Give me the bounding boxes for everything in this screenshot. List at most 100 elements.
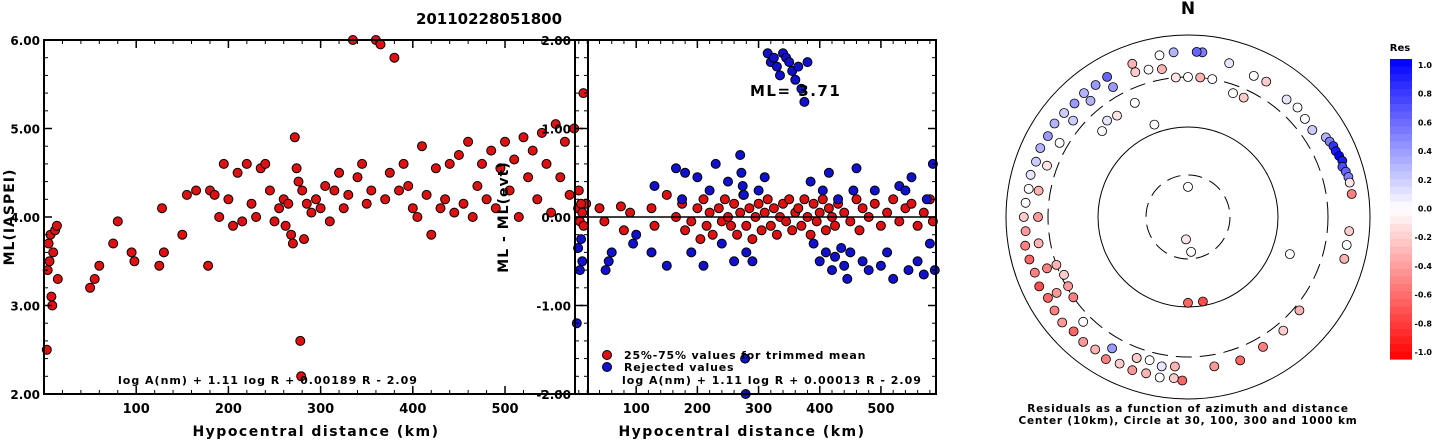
p1-point-s0 <box>126 247 137 258</box>
p2-formula: log A(nm) + 1.11 log R + 0.00013 R - 2.0… <box>622 374 922 387</box>
p1-ytick-label: 3.00 <box>10 300 40 314</box>
polar-point <box>1248 71 1259 81</box>
polar-point <box>1127 365 1138 376</box>
p1-point-s0 <box>541 158 552 169</box>
p2-point-s1 <box>833 194 844 205</box>
p2-point-s1 <box>646 247 657 258</box>
azimuth-residuals-chart: N Residuals as a function of azimuth and… <box>1005 0 1371 427</box>
p2-point-s1 <box>924 238 935 249</box>
p2-point-s0 <box>805 229 816 240</box>
p1-point-s0 <box>299 234 309 245</box>
p1-xtick-label: 500 <box>491 402 518 417</box>
p2-point-s1 <box>738 189 749 200</box>
polar-point <box>1068 292 1079 303</box>
p1-point-s0 <box>177 229 188 240</box>
colorbar-segment <box>1390 291 1412 300</box>
colorbar-segment <box>1390 321 1412 330</box>
colorbar-tick-label: -0.8 <box>1415 319 1433 328</box>
polar-point <box>1344 177 1355 188</box>
p2-point-s0 <box>854 225 865 236</box>
colorbar-segment <box>1390 126 1412 135</box>
p2-point-s1 <box>799 96 810 107</box>
polar-point <box>1235 355 1246 366</box>
p2-point-s1 <box>698 260 709 271</box>
polar-point <box>1169 373 1179 384</box>
polar-point <box>1307 125 1318 135</box>
p2-point-s0 <box>894 216 905 227</box>
p2-point-s0 <box>695 234 706 245</box>
p2-point-s0 <box>888 194 899 205</box>
p2-point-s1 <box>737 181 748 191</box>
p2-point-s1 <box>848 185 859 196</box>
p2-point-s1 <box>869 185 880 196</box>
polar-point <box>1024 254 1035 265</box>
colorbar-segment <box>1390 261 1412 270</box>
p1-point-s0 <box>280 220 291 231</box>
polar-point <box>1020 226 1031 237</box>
p2-point-s1 <box>820 247 831 258</box>
p2-point-s1 <box>747 256 758 267</box>
p2-point-s1 <box>921 194 932 205</box>
p2-point-s0 <box>817 194 828 205</box>
polar-point <box>1069 98 1080 109</box>
p1-point-s0 <box>407 203 418 214</box>
polar-point <box>1068 326 1079 337</box>
p2-point-s1 <box>723 176 733 187</box>
ring-100km <box>1097 126 1279 308</box>
colorbar-segment <box>1390 299 1412 308</box>
p1-point-s0 <box>51 220 62 231</box>
polar-point <box>1183 72 1193 82</box>
p1-point-s0 <box>546 207 557 218</box>
p2-point-s1 <box>888 273 899 284</box>
polar-point <box>1031 156 1041 167</box>
polar-point <box>1131 353 1142 363</box>
p1-point-s0 <box>564 189 575 200</box>
colorbar-segment <box>1390 96 1412 105</box>
p2-ytick-label: 1.00 <box>541 123 571 137</box>
p2-point-s1 <box>729 256 740 267</box>
colorbar-segment <box>1390 186 1412 195</box>
p1-point-s0 <box>274 203 285 214</box>
p2-point-s0 <box>882 207 893 218</box>
p2-point-s0 <box>661 189 672 200</box>
p1-point-s0 <box>52 274 63 284</box>
colorbar-segment <box>1390 344 1412 353</box>
p2-point-s0 <box>912 220 923 231</box>
p1-point-s0 <box>297 185 308 196</box>
p2-point-s1 <box>802 57 813 68</box>
p1-point-s0 <box>44 256 55 267</box>
p2-point-s1 <box>577 256 588 267</box>
p2-point-s0 <box>713 203 724 214</box>
p2-point-s0 <box>625 207 636 218</box>
p2-point-s0 <box>577 207 588 218</box>
colorbar-segment <box>1390 66 1412 75</box>
p1-point-s0 <box>48 247 59 258</box>
polar-point <box>1020 240 1031 251</box>
p1-point-s0 <box>324 216 335 227</box>
p2-point-s1 <box>735 150 746 160</box>
colorbar-tick-label: 0.6 <box>1418 118 1433 127</box>
polar-point <box>1033 212 1043 222</box>
p2-point-s1 <box>704 185 715 196</box>
p2-point-s0 <box>768 203 779 214</box>
polar-point <box>1177 375 1188 386</box>
colorbar-tick-label: 0.0 <box>1418 205 1433 214</box>
p1-point-s0 <box>112 216 123 227</box>
p2-point-s1 <box>842 273 853 284</box>
polar-point <box>1078 336 1089 347</box>
polar-point <box>1224 58 1235 69</box>
colorbar-segment <box>1390 276 1412 285</box>
p2-point-s0 <box>576 198 587 209</box>
p1-point-s0 <box>467 212 478 222</box>
p1-ytick-label: 4.00 <box>10 211 40 225</box>
polar-point <box>1029 267 1040 278</box>
colorbar-segment <box>1390 194 1412 203</box>
p2-point-s1 <box>839 260 850 271</box>
legend-accepted-marker <box>602 350 612 360</box>
p2-xtick-label: 100 <box>623 402 650 417</box>
p2-xtick-label: 400 <box>806 402 833 417</box>
p2-point-s1 <box>671 163 681 174</box>
p1-point-s0 <box>329 185 340 196</box>
p2-point-s1 <box>736 167 747 178</box>
p2-point-s0 <box>799 194 810 205</box>
